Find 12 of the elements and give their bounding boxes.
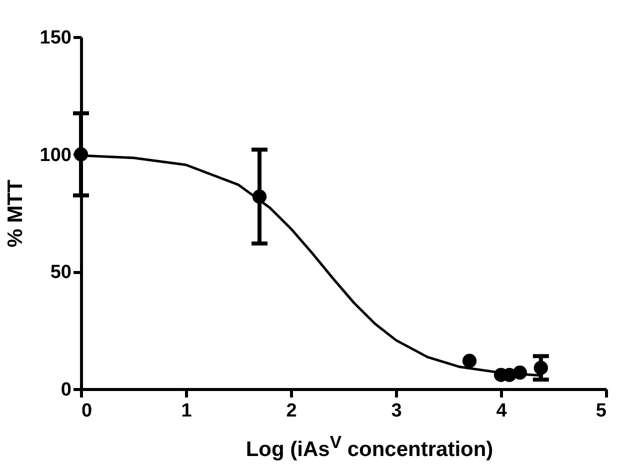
x-tick-label: 0 <box>82 400 92 422</box>
x-axis-title: Log (iAs$^{V}$ concentration) <box>244 432 494 462</box>
y-tick-label: 100 <box>40 144 72 166</box>
y-tick-label: 0 <box>60 380 72 400</box>
x-tick-label: 5 <box>596 400 607 422</box>
x-tick-label: 3 <box>391 400 402 422</box>
y-axis-title: % MTT <box>4 180 27 248</box>
y-tick-label: 150 <box>40 28 72 48</box>
y-tick-label: 50 <box>50 262 72 284</box>
x-tick-label: 1 <box>181 400 192 422</box>
x-tick-label: 2 <box>286 400 297 422</box>
x-tick-label: 4 <box>496 400 508 422</box>
